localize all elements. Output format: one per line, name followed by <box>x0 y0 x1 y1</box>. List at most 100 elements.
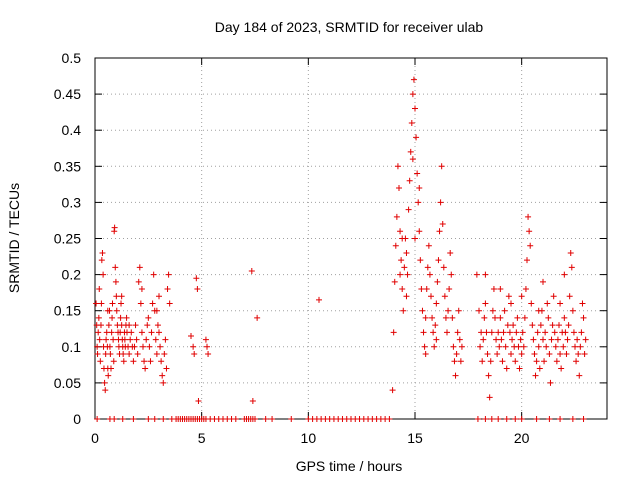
data-point <box>408 119 415 126</box>
data-point <box>572 343 578 350</box>
data-point <box>397 228 404 235</box>
data-point <box>104 307 111 314</box>
data-point <box>545 314 552 321</box>
data-point <box>128 329 135 336</box>
data-point <box>111 416 118 422</box>
data-point <box>479 358 486 365</box>
data-point <box>569 307 576 314</box>
data-point <box>393 213 400 220</box>
y-axis-label: SRMTID / TECUs <box>6 183 22 293</box>
data-point <box>450 343 457 350</box>
data-point <box>518 351 525 358</box>
data-point <box>404 271 411 278</box>
data-point <box>262 416 269 422</box>
data-point <box>513 329 520 336</box>
data-point <box>94 416 101 422</box>
data-point <box>497 314 504 321</box>
data-point <box>456 336 463 343</box>
data-point <box>102 387 109 394</box>
data-point <box>421 343 428 350</box>
data-point <box>111 224 118 231</box>
x-tick-label: 10 <box>301 430 317 446</box>
data-point <box>493 336 500 343</box>
data-point <box>118 293 125 300</box>
data-point <box>547 379 554 386</box>
data-point <box>97 322 104 329</box>
data-point <box>130 416 137 422</box>
data-point <box>557 351 564 358</box>
data-point <box>484 351 491 358</box>
data-point <box>540 336 546 343</box>
data-point <box>575 351 582 358</box>
data-point <box>163 365 170 372</box>
data-point <box>407 148 414 155</box>
data-point <box>103 336 110 343</box>
data-point <box>386 416 393 422</box>
data-point <box>488 416 495 422</box>
data-point <box>521 314 528 321</box>
data-point <box>108 365 114 372</box>
data-point <box>424 264 431 271</box>
data-point <box>520 343 527 350</box>
data-point <box>551 329 558 336</box>
data-point <box>112 264 119 271</box>
y-tick-label: 0.4 <box>62 122 82 138</box>
data-point <box>142 365 149 372</box>
data-point <box>557 416 564 422</box>
data-point <box>156 293 162 300</box>
y-tick-label: 0.45 <box>54 86 81 102</box>
data-point <box>437 199 444 206</box>
data-point <box>481 314 488 321</box>
data-point <box>503 416 510 422</box>
data-point <box>549 322 556 329</box>
data-point <box>445 307 452 314</box>
data-point <box>188 332 194 339</box>
data-point <box>316 296 322 303</box>
data-point <box>400 307 407 314</box>
y-tick-label: 0.25 <box>54 231 81 247</box>
data-point <box>204 343 210 350</box>
data-point <box>108 329 115 336</box>
data-point <box>422 351 429 358</box>
data-point <box>110 358 117 365</box>
data-point <box>566 293 573 300</box>
chart-title: Day 184 of 2023, SRMTID for receiver ula… <box>215 19 484 35</box>
data-point <box>518 416 525 422</box>
data-point <box>504 322 511 329</box>
data-point <box>165 271 172 278</box>
data-point <box>453 351 460 358</box>
data-point <box>106 343 113 350</box>
data-point <box>423 286 430 293</box>
data-point <box>546 416 553 422</box>
data-point <box>157 343 164 350</box>
data-point <box>541 358 548 365</box>
data-point <box>569 416 576 422</box>
data-point <box>544 300 551 307</box>
data-point <box>121 336 128 343</box>
data-point <box>529 322 536 329</box>
data-point <box>474 416 481 422</box>
data-point <box>110 336 117 343</box>
data-point <box>442 314 449 321</box>
data-point <box>434 278 441 285</box>
data-point <box>398 257 405 264</box>
data-point <box>508 351 514 358</box>
data-point <box>97 358 104 365</box>
data-point <box>159 372 166 379</box>
data-point <box>133 336 140 343</box>
data-point <box>561 271 568 278</box>
data-point <box>530 336 537 343</box>
data-point <box>438 163 445 170</box>
data-point <box>561 314 568 321</box>
data-point <box>506 329 513 336</box>
data-point <box>512 358 519 365</box>
data-point <box>412 235 418 242</box>
y-tick-label: 0.1 <box>62 339 82 355</box>
data-point <box>495 416 502 422</box>
data-point <box>138 329 145 336</box>
data-point <box>409 91 416 98</box>
data-point <box>416 184 423 191</box>
data-point <box>136 264 143 271</box>
data-point <box>535 307 542 314</box>
